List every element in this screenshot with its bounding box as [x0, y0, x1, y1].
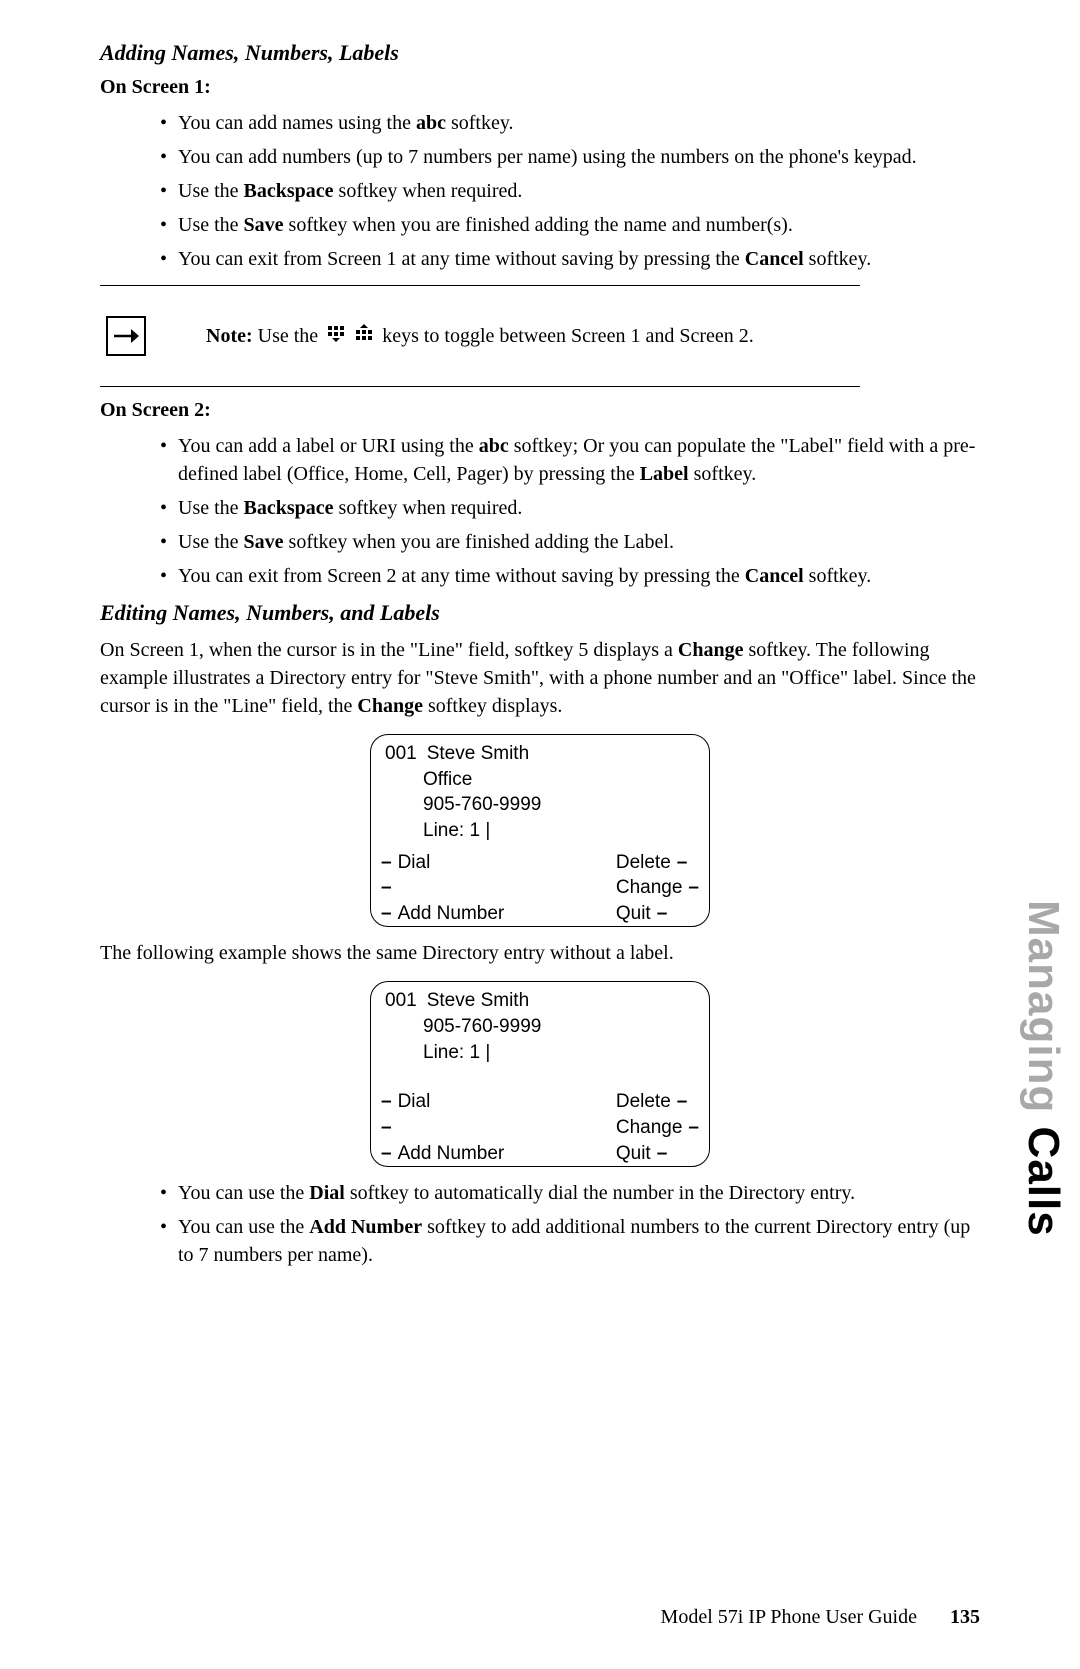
list-item: You can exit from Screen 2 at any time w… [160, 562, 980, 590]
softkey-quit: Quit– [616, 901, 699, 927]
softkey-delete: Delete– [616, 1089, 699, 1115]
page-number: 135 [950, 1606, 980, 1628]
screen2-heading: On Screen 2: [100, 399, 980, 422]
side-tab-black: Calls [1019, 1113, 1068, 1236]
list-item: Use the Save softkey when you are finish… [160, 211, 980, 239]
list-item: You can use the Dial softkey to automati… [160, 1179, 980, 1207]
screen1-heading: On Screen 1: [100, 76, 980, 99]
softkey-change: Change– [616, 875, 699, 901]
softkey-delete: Delete– [616, 850, 699, 876]
keypad-up-icon [354, 324, 374, 348]
entry-line: Line: 1 | [381, 1040, 699, 1066]
screen2-bullet-list: You can add a label or URI using the abc… [100, 432, 980, 590]
list-item: Use the Backspace softkey when required. [160, 494, 980, 522]
entry-number: 001 [385, 988, 417, 1014]
entry-name: Steve Smith [427, 988, 529, 1014]
side-tab: Managing Calls [1018, 900, 1068, 1237]
footer-text: Model 57i IP Phone User Guide [661, 1606, 917, 1628]
note-text: Note: Use the keys to toggle between Scr… [206, 324, 754, 348]
divider [100, 285, 860, 286]
list-item: You can exit from Screen 1 at any time w… [160, 245, 980, 273]
list-item: Use the Backspace softkey when required. [160, 177, 980, 205]
editing-paragraph: On Screen 1, when the cursor is in the "… [100, 636, 980, 720]
list-item: You can add a label or URI using the abc… [160, 432, 980, 488]
list-item: You can add names using the abc softkey. [160, 109, 980, 137]
entry-number: 001 [385, 741, 417, 767]
entry-number-value: 905-760-9999 [381, 792, 699, 818]
list-item: You can use the Add Number softkey to ad… [160, 1213, 980, 1269]
entry-line: Line: 1 | [381, 818, 699, 844]
arrow-right-icon [106, 316, 146, 356]
list-item: You can add numbers (up to 7 numbers per… [160, 143, 980, 171]
divider [100, 386, 860, 387]
screen1-bullet-list: You can add names using the abc softkey.… [100, 109, 980, 273]
entry-name: Steve Smith [427, 741, 529, 767]
final-bullet-list: You can use the Dial softkey to automati… [100, 1179, 980, 1269]
softkey-change: Change– [616, 1115, 699, 1141]
page-footer: Model 57i IP Phone User Guide 135 [661, 1606, 980, 1629]
keypad-down-icon [326, 324, 346, 348]
note-row: Note: Use the keys to toggle between Scr… [100, 298, 980, 374]
section-title-editing: Editing Names, Numbers, and Labels [100, 600, 980, 626]
softkey-dial: –Dial [381, 850, 504, 876]
softkey-quit: Quit– [616, 1141, 699, 1167]
phone-screen-1: 001 Steve Smith Office 905-760-9999 Line:… [370, 734, 710, 927]
softkey-add-number: –Add Number [381, 901, 504, 927]
entry-label: Office [381, 767, 699, 793]
section-title-adding: Adding Names, Numbers, Labels [100, 40, 980, 66]
softkey-add-number: –Add Number [381, 1141, 504, 1167]
phone-screen-2: 001Steve Smith 905-760-9999 Line: 1 | –D… [370, 981, 710, 1167]
list-item: Use the Save softkey when you are finish… [160, 528, 980, 556]
softkey-blank: – [381, 1115, 504, 1141]
mid-paragraph: The following example shows the same Dir… [100, 939, 980, 967]
entry-number-value: 905-760-9999 [381, 1014, 699, 1040]
softkey-blank: – [381, 875, 504, 901]
softkey-dial: –Dial [381, 1089, 504, 1115]
side-tab-grey: Managing [1019, 900, 1068, 1113]
